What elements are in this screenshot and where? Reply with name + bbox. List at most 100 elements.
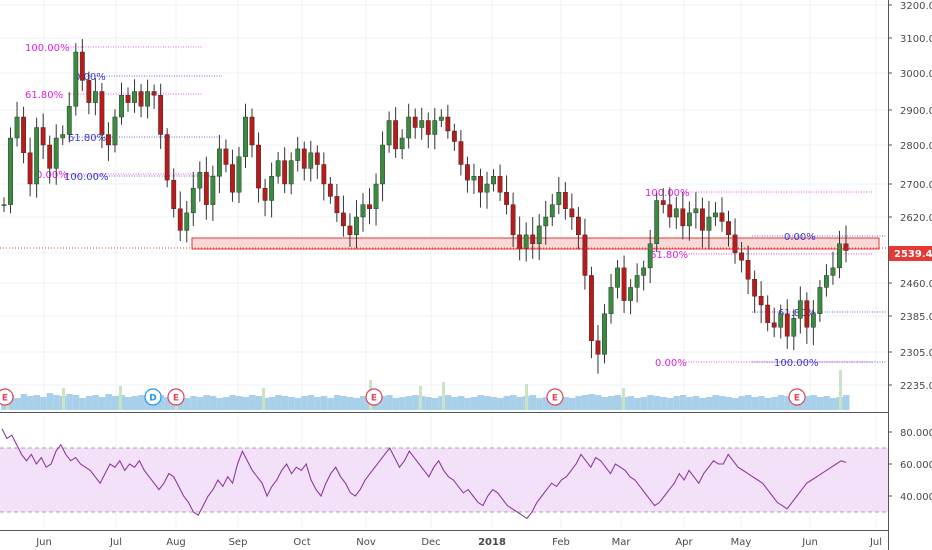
time-tick-label: Jul xyxy=(109,537,122,548)
volume-bars xyxy=(1,370,850,410)
candle-body xyxy=(1,204,7,206)
candle-body xyxy=(282,160,288,185)
volume-bar xyxy=(503,396,511,410)
candle-body xyxy=(739,252,744,261)
volume-bar xyxy=(346,397,354,410)
volume-bar xyxy=(53,395,60,410)
rsi-tick-label: 60.0000 xyxy=(900,460,932,471)
event-marker-label: E xyxy=(173,394,179,404)
support-zone xyxy=(191,237,880,250)
candle-body xyxy=(86,80,92,103)
volume-bar xyxy=(79,398,86,410)
current-price-tag xyxy=(889,246,932,261)
volume-bar xyxy=(510,395,517,410)
current-price-label: 2539.40 xyxy=(894,249,932,260)
candle-body xyxy=(517,234,523,249)
candle-body xyxy=(216,148,222,177)
volume-bar xyxy=(333,395,341,410)
price-tick-label: 2620.00 xyxy=(900,213,932,224)
volume-bar xyxy=(405,396,413,410)
rsi-tick-label: 80.0000 xyxy=(900,428,932,439)
volume-bar xyxy=(601,397,608,410)
volume-bar xyxy=(144,398,152,410)
volume-bar xyxy=(105,394,112,410)
candle-body xyxy=(647,243,653,269)
candle-body xyxy=(53,137,59,169)
candle-body xyxy=(230,164,235,193)
candle-body xyxy=(295,148,301,161)
volume-bar xyxy=(477,395,484,410)
candle-body xyxy=(197,172,203,189)
candle-body xyxy=(171,179,177,209)
candle-body xyxy=(615,267,620,288)
volume-bar xyxy=(33,395,41,410)
candle-body xyxy=(8,137,13,205)
volume-bar xyxy=(470,397,478,410)
volume-bar xyxy=(490,397,498,410)
event-marker-label: E xyxy=(371,394,377,404)
price-tick-label: 2700.00 xyxy=(900,180,932,191)
volume-bar xyxy=(810,395,817,410)
volume-bar xyxy=(340,396,347,410)
volume-bar xyxy=(568,398,576,410)
candle-body xyxy=(654,200,660,244)
volume-bar xyxy=(431,398,439,410)
candle-body xyxy=(132,91,137,103)
price-tick-label: 2305.00 xyxy=(900,348,932,359)
volume-bar xyxy=(712,395,719,410)
candle-body xyxy=(27,152,33,185)
volume-bar xyxy=(705,397,713,410)
volume-bar xyxy=(190,396,197,410)
volume-bar xyxy=(327,398,334,410)
price-tick-label: 2385.00 xyxy=(900,312,932,323)
time-tick-label: Apr xyxy=(675,537,693,548)
volume-bar xyxy=(699,398,706,410)
volume-bar xyxy=(275,395,282,410)
volume-bar xyxy=(673,396,680,410)
candle-body xyxy=(471,175,477,181)
candle-body xyxy=(341,212,346,227)
price-tick-label: 2460.00 xyxy=(900,279,932,290)
candle-body xyxy=(752,279,758,297)
volume-bar xyxy=(686,397,693,410)
candle-body xyxy=(628,287,634,301)
candle-body xyxy=(106,134,111,146)
candle-body xyxy=(308,152,314,169)
candle-body xyxy=(73,51,79,107)
candle-body xyxy=(275,160,281,177)
candle-body xyxy=(719,212,725,222)
candle-body xyxy=(125,94,131,103)
volume-bar xyxy=(542,397,550,410)
rsi-band-fill xyxy=(0,448,888,512)
volume-bar xyxy=(412,395,419,410)
volume-bar xyxy=(203,395,210,410)
candle-body xyxy=(419,120,425,128)
candle-body xyxy=(151,91,157,96)
candle-body xyxy=(360,204,366,218)
candle-body xyxy=(334,196,340,214)
event-marker-label: E xyxy=(552,394,558,404)
volume-bar xyxy=(72,395,80,410)
candle-body xyxy=(79,51,85,81)
candle-body xyxy=(236,156,242,193)
volume-spike xyxy=(62,388,65,410)
candle-body xyxy=(99,91,105,135)
volume-bar xyxy=(222,397,230,410)
volume-bar xyxy=(666,398,674,410)
candlesticks xyxy=(1,39,849,374)
volume-bar xyxy=(66,394,73,410)
event-marker-label: E xyxy=(2,394,8,404)
volume-bar xyxy=(745,395,752,410)
price-tick-label: 3100.00 xyxy=(900,34,932,45)
volume-bar xyxy=(581,395,589,410)
candle-body xyxy=(478,175,483,193)
candle-body xyxy=(145,91,150,107)
volume-bar xyxy=(829,398,837,410)
volume-bar xyxy=(536,398,543,410)
candle-body xyxy=(504,192,509,205)
volume-bar xyxy=(27,396,34,410)
candle-body xyxy=(510,204,516,236)
volume-bar xyxy=(843,395,850,410)
candle-body xyxy=(445,116,451,132)
